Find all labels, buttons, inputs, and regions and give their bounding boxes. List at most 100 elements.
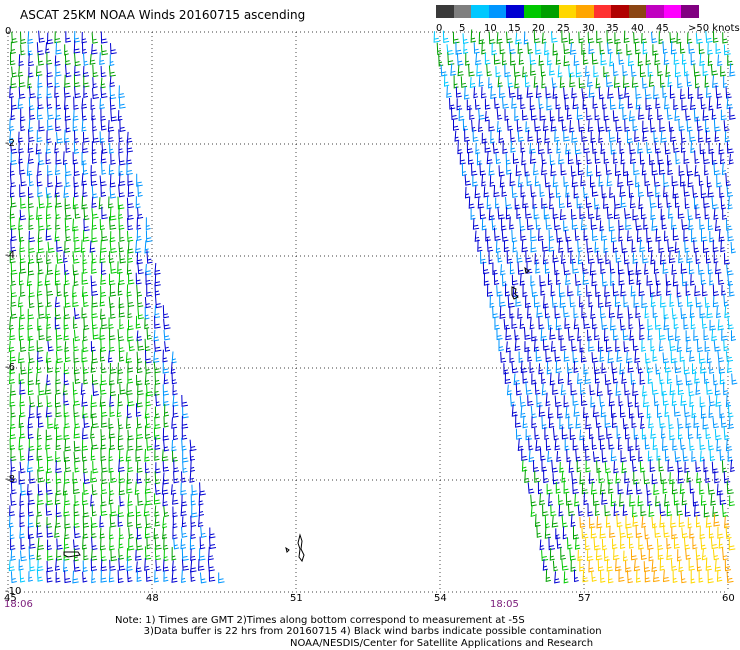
- wind-barb: [575, 416, 582, 429]
- wind-barb: [561, 119, 568, 132]
- wind-barb: [17, 296, 24, 308]
- wind-barb: [440, 64, 448, 77]
- wind-barb: [563, 263, 571, 276]
- wind-barb: [549, 547, 555, 561]
- wind-barb: [173, 537, 180, 550]
- wind-barb: [633, 162, 640, 176]
- wind-barb: [10, 41, 16, 55]
- wind-barb: [473, 87, 479, 99]
- wind-barb: [646, 538, 654, 550]
- wind-barb: [674, 360, 682, 374]
- wind-barb: [587, 252, 595, 264]
- wind-barb: [172, 515, 178, 529]
- island-outline: [511, 286, 519, 300]
- wind-barb: [460, 76, 468, 88]
- wind-barb: [126, 131, 133, 143]
- wind-barb: [630, 372, 637, 385]
- wind-barb: [28, 172, 34, 187]
- wind-barb: [695, 33, 703, 44]
- legend-swatch: [488, 5, 507, 18]
- wind-barb: [37, 537, 44, 551]
- wind-barb: [27, 447, 34, 461]
- wind-barb: [692, 537, 698, 550]
- wind-barb: [64, 208, 72, 220]
- wind-barb: [55, 436, 62, 451]
- wind-barb: [606, 206, 614, 220]
- wind-barb: [529, 317, 535, 330]
- wind-barb: [641, 339, 647, 352]
- wind-barb: [683, 63, 690, 77]
- wind-barb: [64, 53, 71, 66]
- wind-barb: [719, 405, 725, 419]
- wind-barb: [503, 363, 509, 375]
- wind-barb: [28, 217, 34, 231]
- wind-barb: [164, 341, 171, 352]
- wind-barb: [136, 330, 143, 342]
- wind-barb: [702, 416, 709, 430]
- wind-barb: [680, 307, 688, 319]
- wind-barb: [83, 415, 90, 429]
- wind-barb: [63, 316, 70, 330]
- wind-barb: [473, 42, 480, 54]
- wind-barb: [658, 416, 666, 429]
- wind-barb: [635, 261, 642, 276]
- wind-barb: [673, 493, 680, 506]
- wind-barb: [678, 514, 685, 528]
- wind-barb: [218, 572, 225, 584]
- wind-barb: [145, 492, 152, 506]
- wind-barb: [613, 151, 618, 164]
- wind-barb: [610, 493, 617, 507]
- wind-barb: [81, 195, 88, 210]
- wind-barb: [653, 85, 660, 100]
- latitude-label: -10: [5, 586, 22, 597]
- wind-barb: [569, 548, 576, 561]
- wind-barb: [510, 52, 517, 66]
- wind-barb: [154, 536, 162, 550]
- wind-barb: [18, 272, 24, 286]
- wind-barb: [63, 129, 70, 143]
- wind-barb: [118, 96, 126, 109]
- wind-barb: [647, 450, 654, 462]
- wind-barb: [625, 218, 632, 230]
- wind-barb: [55, 194, 62, 208]
- wind-barb: [541, 416, 548, 430]
- wind-barb: [495, 240, 501, 254]
- wind-barb: [45, 152, 52, 165]
- wind-barb: [456, 98, 463, 111]
- wind-barb: [628, 185, 635, 198]
- wind-barb: [671, 264, 677, 275]
- wind-barb: [92, 326, 100, 340]
- wind-barb: [709, 273, 714, 286]
- wind-barb: [712, 295, 720, 308]
- wind-barb: [657, 194, 663, 209]
- wind-barb: [625, 560, 632, 573]
- wind-barb: [698, 352, 706, 364]
- wind-barb: [135, 449, 142, 462]
- wind-barb: [9, 86, 14, 99]
- wind-barb: [73, 109, 79, 121]
- wind-barb: [82, 42, 87, 55]
- wind-barb: [656, 283, 662, 297]
- wind-barb: [45, 503, 53, 516]
- wind-barb: [709, 319, 716, 331]
- wind-barb: [601, 273, 608, 287]
- wind-barb: [700, 97, 707, 110]
- wind-barb: [56, 282, 62, 297]
- wind-barb: [81, 394, 88, 407]
- wind-barb: [631, 240, 637, 253]
- wind-barb: [172, 394, 179, 407]
- wind-barb: [172, 384, 178, 396]
- wind-barb: [63, 505, 70, 517]
- wind-barb: [620, 450, 627, 463]
- wind-barb: [558, 195, 566, 209]
- wind-barb: [471, 163, 478, 176]
- wind-barb: [28, 283, 35, 298]
- wind-barb: [55, 151, 62, 165]
- legend-label: 30: [582, 23, 595, 34]
- wind-barb: [706, 175, 713, 188]
- wind-barb: [533, 206, 540, 220]
- wind-barb: [628, 271, 635, 285]
- wind-barb: [495, 197, 500, 209]
- wind-barb: [688, 558, 695, 571]
- wind-barb: [54, 317, 61, 330]
